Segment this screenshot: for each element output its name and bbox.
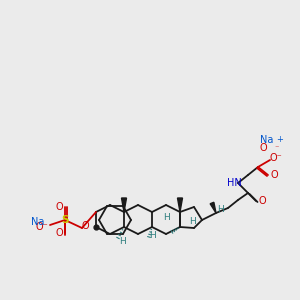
Text: O⁻: O⁻ [36,222,48,232]
Text: +: + [277,136,284,145]
Text: O: O [270,170,278,180]
Text: H: H [189,217,195,226]
Polygon shape [210,202,216,213]
Polygon shape [178,198,182,212]
Text: O: O [55,228,63,238]
Text: HN: HN [226,178,242,188]
Text: O: O [258,196,266,206]
Text: O: O [259,143,267,153]
Text: O⁻: O⁻ [270,153,282,163]
Text: O: O [55,202,63,212]
Polygon shape [122,198,127,212]
Text: Na: Na [260,135,274,145]
Text: H: H [118,236,125,245]
Text: H: H [148,232,155,241]
Text: H: H [217,206,224,214]
Text: ⁻: ⁻ [275,143,279,152]
Text: S: S [61,215,69,225]
Text: O: O [81,221,89,231]
Text: Na: Na [31,217,45,227]
Text: H: H [163,212,170,221]
